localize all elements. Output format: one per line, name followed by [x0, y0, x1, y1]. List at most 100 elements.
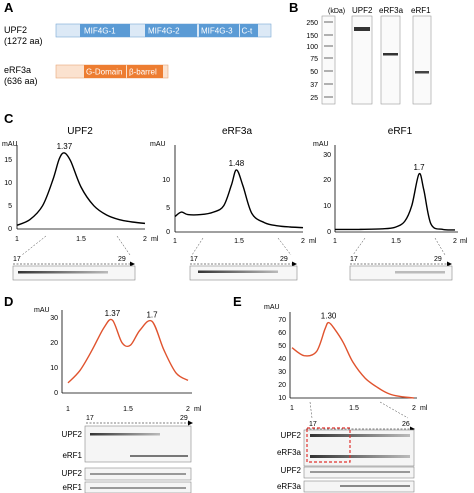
chromatogram-curve [16, 152, 146, 226]
ladder-label: 100 [306, 44, 318, 51]
y-tick-label: 20 [50, 340, 58, 347]
x-tick-label: 2 [412, 405, 416, 412]
x-tick-label: 1.5 [349, 405, 359, 412]
domain-beta-barrel [127, 65, 163, 78]
ladder-label: 50 [310, 69, 318, 76]
peak-label: 1.7 [146, 310, 158, 319]
gel-label: UPF2 [62, 430, 83, 439]
gel-lane-upf2 [351, 15, 373, 105]
gel-label: UPF2 [62, 469, 83, 478]
chart-title: eRF3a [222, 126, 252, 137]
panel-label-d: D [4, 294, 13, 309]
ladder-label: 25 [310, 95, 318, 102]
domain-g-domain [84, 65, 126, 78]
peak-label: 1.37 [105, 309, 121, 318]
gel-label: eRF1 [62, 483, 82, 492]
highlight-box [306, 427, 351, 463]
ladder-labels: 250 150 100 75 50 37 25 [306, 20, 318, 102]
x-tick-label: 1 [173, 238, 177, 245]
y-axis-label: mAU [313, 141, 329, 148]
erf3a-name: eRF3a [4, 65, 31, 75]
x-tick-label: 1 [290, 405, 294, 412]
y-tick-label: 70 [278, 317, 286, 324]
y-tick-label: 10 [162, 177, 170, 184]
chromatogram-curve [67, 318, 189, 384]
gel-label: eRF3a [277, 448, 302, 457]
x-axis-unit: ml [151, 236, 159, 243]
y-tick-label: 50 [278, 343, 286, 350]
y-tick-label: 10 [323, 203, 331, 210]
y-tick-label: 0 [8, 226, 12, 233]
y-tick-label: 30 [50, 315, 58, 322]
fraction-start: 17 [86, 415, 94, 422]
lane-label-upf2: UPF2 [352, 6, 373, 15]
domain-c-t [240, 24, 258, 37]
y-axis-label: mAU [34, 307, 50, 314]
chromatogram-curve [334, 172, 456, 231]
gel-label: UPF2 [281, 431, 302, 440]
y-tick-label: 40 [278, 356, 286, 363]
y-axis-label: mAU [150, 141, 166, 148]
chart-e: mAU 10 20 30 40 50 60 70 1 1.5 2 ml 1.30… [264, 304, 428, 432]
ladder-label: 250 [306, 20, 318, 27]
upf2-domain-map: MIF4G-1 MIF4G-2 MIF4G-3 C-t [55, 23, 272, 38]
y-tick-label: 15 [4, 157, 12, 164]
gel-label: eRF3a [277, 482, 302, 491]
y-tick-label: 10 [4, 180, 12, 187]
y-tick-label: 10 [50, 365, 58, 372]
chromatogram-curve [174, 169, 304, 229]
peak-label: 1.37 [57, 142, 73, 151]
y-tick-label: 0 [327, 229, 331, 236]
domain-mif4g-3 [199, 24, 239, 37]
x-tick-label: 1.5 [123, 406, 133, 413]
domain-beta-barrel-label: β-barrel [129, 68, 157, 77]
gel-lane-erf1 [412, 15, 432, 105]
erf3a-length: (636 aa) [4, 76, 38, 86]
ladder-label: 37 [310, 82, 318, 89]
x-tick-label: 2 [143, 236, 147, 243]
y-tick-label: 20 [278, 382, 286, 389]
y-tick-label: 5 [8, 203, 12, 210]
fraction-end: 29 [434, 256, 442, 263]
y-tick-label: 30 [278, 369, 286, 376]
domain-mif4g-2-label: MIF4G-2 [148, 27, 180, 36]
chart-d: mAU 0 10 20 30 1 1.5 2 ml 1.37 1.7 17 29 [34, 307, 202, 426]
domain-mif4g-3-label: MIF4G-3 [201, 27, 233, 36]
gel-e: UPF2 eRF3a UPF2 eRF3a [277, 427, 415, 493]
peak-label: 1.30 [321, 312, 337, 321]
domain-mif4g-2 [145, 24, 197, 37]
panel-label-b: B [289, 0, 298, 15]
gel-label: UPF2 [281, 466, 302, 475]
x-tick-label: 2 [186, 406, 190, 413]
x-axis-unit: ml [460, 238, 468, 245]
chart-c-erf3a: eRF3a mAU 0 5 10 1 1.5 2 ml 1.48 17 29 [150, 126, 317, 281]
gel-lane-erf3a [380, 15, 401, 105]
x-axis-unit: ml [194, 406, 202, 413]
peak-label: 1.7 [413, 163, 425, 172]
ladder-label: 75 [310, 56, 318, 63]
fraction-end: 26 [402, 421, 410, 428]
y-tick-label: 0 [54, 390, 58, 397]
lane-label-erf3a: eRF3a [379, 6, 404, 15]
fraction-start: 17 [13, 256, 21, 263]
y-axis-label: mAU [264, 304, 280, 311]
domain-c-t-label: C-t [242, 27, 253, 36]
peak-label: 1.48 [229, 159, 245, 168]
panel-label-a: A [4, 0, 14, 15]
fraction-start: 17 [190, 256, 198, 263]
fraction-start: 17 [350, 256, 358, 263]
x-axis-unit: ml [309, 238, 317, 245]
fraction-start: 17 [309, 421, 317, 428]
fraction-end: 29 [180, 415, 188, 422]
chart-c-erf1: eRF1 mAU 0 10 20 30 1 1.5 2 ml 1.7 17 29 [313, 126, 468, 281]
domain-mif4g-1 [80, 24, 130, 37]
gel-label: eRF1 [62, 451, 82, 460]
chart-title: UPF2 [67, 126, 93, 137]
y-tick-label: 60 [278, 330, 286, 337]
fraction-end: 29 [118, 256, 126, 263]
upf2-name: UPF2 [4, 25, 27, 35]
gel-ladder-lane [321, 15, 336, 105]
kda-unit: (kDa) [328, 8, 345, 15]
domain-g-domain-label: G-Domain [86, 68, 122, 77]
upf2-length: (1272 aa) [4, 36, 43, 46]
